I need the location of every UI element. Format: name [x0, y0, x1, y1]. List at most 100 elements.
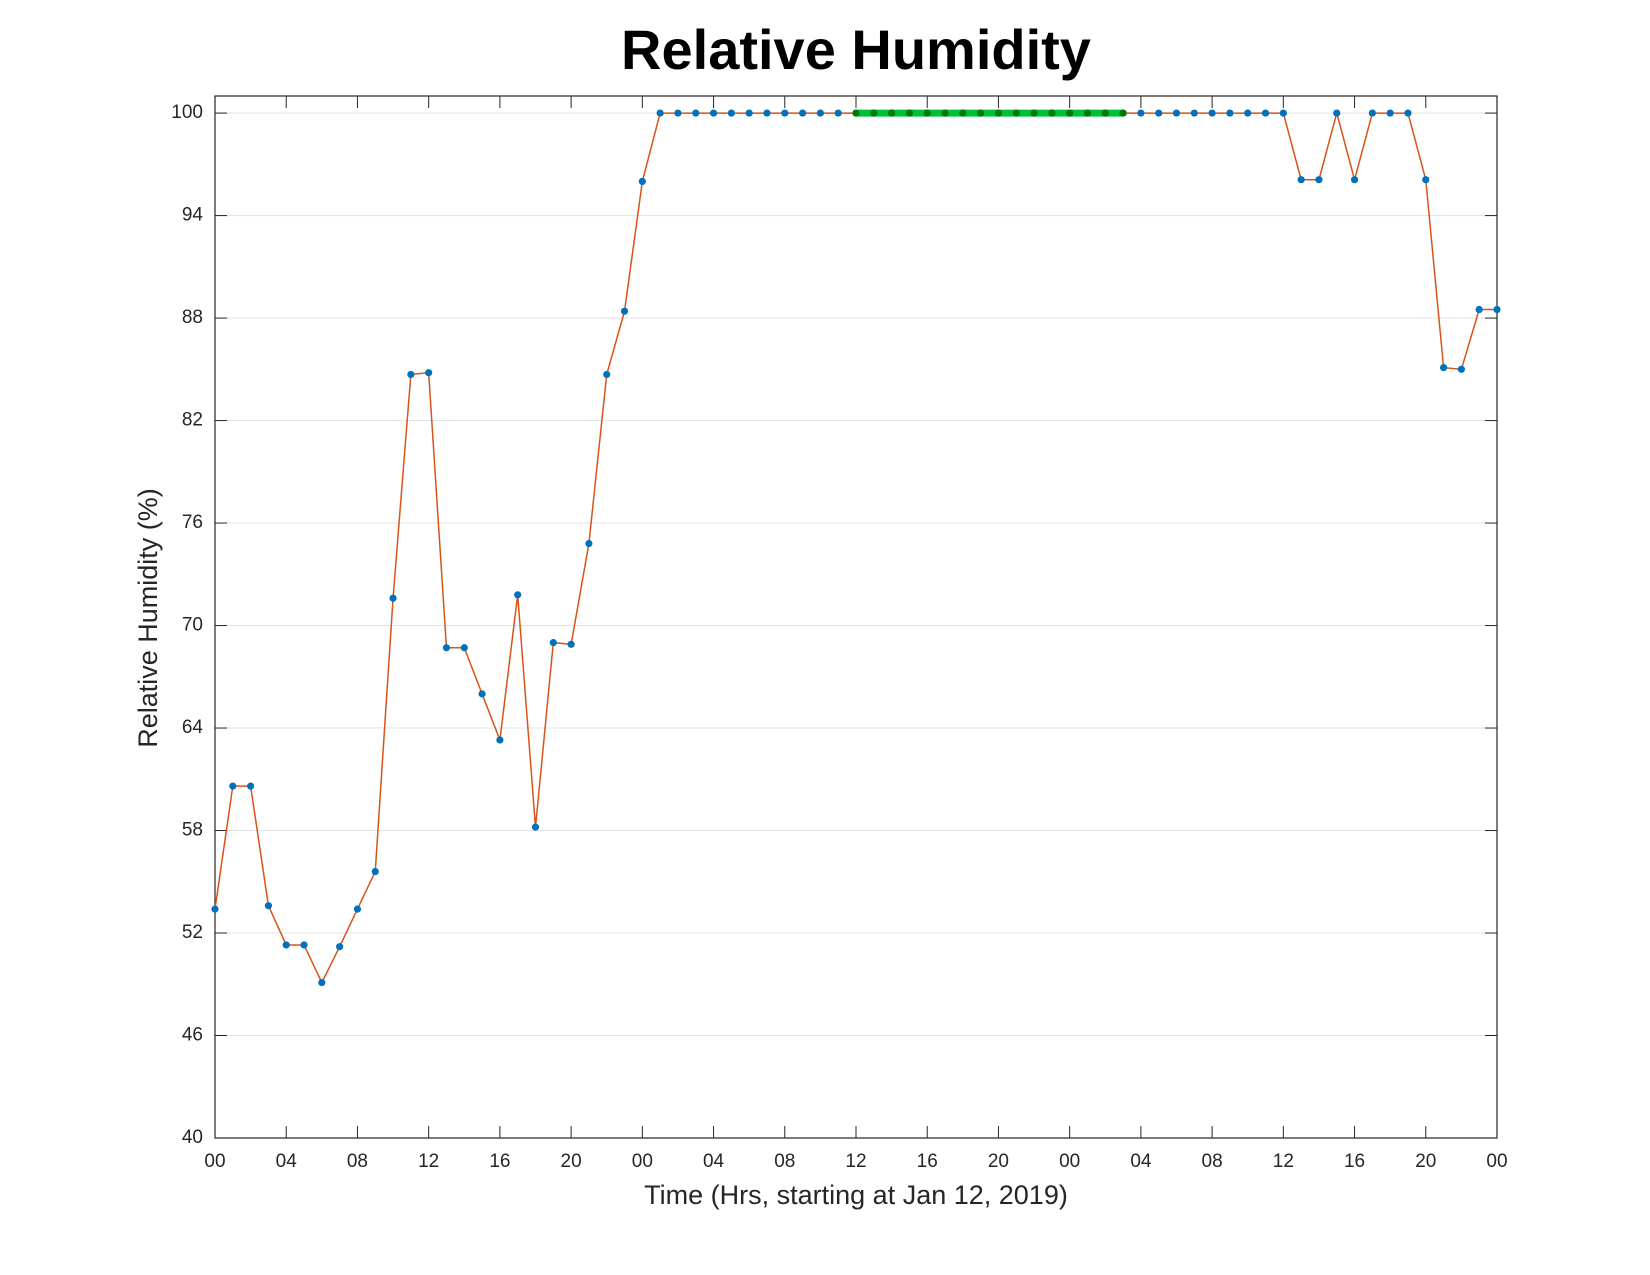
data-point: [603, 370, 611, 379]
y-tick-label: 70: [182, 615, 203, 636]
x-axis-label: Time (Hrs, starting at Jan 12, 2019): [644, 1180, 1068, 1210]
data-point: [1208, 109, 1216, 117]
data-point: [496, 736, 504, 744]
data-point: [1315, 176, 1323, 184]
x-tick-label: 00: [1059, 1151, 1080, 1172]
data-point: [798, 109, 807, 117]
data-point: [318, 978, 326, 987]
x-tick-label: 12: [418, 1151, 439, 1172]
data-point: [620, 307, 629, 315]
data-point: [763, 109, 771, 117]
data-point: [1386, 109, 1394, 117]
data-point: [674, 109, 682, 117]
data-point: [709, 109, 718, 117]
x-tick-label: 16: [1344, 1151, 1365, 1172]
data-point: [1137, 109, 1145, 117]
data-point: [514, 591, 522, 599]
y-tick-label: 52: [182, 922, 203, 943]
data-point: [1350, 176, 1359, 184]
x-tick-label: 04: [703, 1151, 725, 1172]
data-point: [1368, 109, 1376, 117]
data-point: [336, 943, 344, 951]
data-point: [977, 109, 985, 117]
data-point: [1190, 109, 1198, 117]
data-point: [1083, 109, 1092, 117]
data-point: [1012, 109, 1020, 117]
data-point: [1226, 109, 1234, 117]
x-tick-label: 08: [347, 1151, 368, 1172]
x-tick-label: 20: [988, 1151, 1009, 1172]
data-point: [923, 109, 931, 117]
x-tick-label: 16: [489, 1151, 510, 1172]
data-point: [1244, 109, 1252, 117]
data-point: [1172, 109, 1181, 117]
x-tick-label: 04: [1130, 1151, 1152, 1172]
data-point: [852, 109, 860, 117]
data-point: [1457, 365, 1465, 373]
data-point: [959, 109, 967, 117]
data-point: [1297, 176, 1305, 184]
data-point: [442, 644, 451, 652]
y-tick-label: 58: [182, 820, 203, 841]
x-tick-label: 00: [204, 1151, 225, 1172]
axes-box: [214, 95, 1498, 1139]
y-tick-label: 82: [182, 410, 203, 431]
data-point: [994, 109, 1003, 117]
data-point: [1493, 305, 1501, 314]
y-tick-label: 76: [182, 512, 203, 533]
data-point: [1101, 109, 1109, 117]
data-point: [905, 109, 914, 117]
data-point: [1422, 176, 1430, 184]
data-point: [353, 905, 362, 913]
data-point: [1155, 109, 1163, 117]
data-point: [264, 902, 273, 910]
data-point: [1048, 109, 1056, 117]
data-point: [1261, 109, 1270, 117]
data-point: [549, 639, 557, 647]
data-point: [1030, 109, 1038, 117]
data-point: [531, 823, 540, 831]
y-tick-label: 100: [171, 102, 203, 123]
data-point: [692, 109, 700, 117]
data-point: [1333, 109, 1341, 117]
data-point: [567, 640, 575, 648]
data-point: [781, 109, 789, 117]
data-point: [371, 867, 379, 876]
y-tick-label: 40: [182, 1127, 203, 1148]
data-point: [941, 109, 949, 117]
data-point: [300, 941, 308, 949]
x-tick-label: 00: [1486, 1151, 1507, 1172]
y-tick-label: 88: [182, 307, 203, 328]
data-point: [727, 109, 735, 117]
data-point: [870, 109, 878, 117]
x-tick-label: 08: [774, 1151, 795, 1172]
y-axis-label: Relative Humidity (%): [133, 488, 163, 748]
data-point: [460, 644, 468, 652]
y-tick-label: 94: [182, 205, 204, 226]
data-point: [745, 109, 753, 117]
x-tick-label: 20: [1415, 1151, 1436, 1172]
data-point: [656, 109, 664, 117]
y-tick-label: 64: [182, 717, 204, 738]
data-point: [425, 369, 433, 377]
x-tick-label: 20: [561, 1151, 582, 1172]
data-point: [1066, 109, 1074, 117]
data-point: [834, 109, 842, 117]
data-point: [888, 109, 896, 117]
data-point: [1439, 364, 1448, 372]
data-point: [282, 941, 290, 949]
x-tick-label: 00: [632, 1151, 653, 1172]
chart-title: Relative Humidity: [621, 18, 1091, 81]
data-point: [1475, 305, 1483, 314]
data-point: [816, 109, 824, 117]
data-point: [211, 905, 219, 913]
x-tick-label: 12: [845, 1151, 866, 1172]
data-point: [1119, 109, 1127, 117]
x-tick-label: 04: [276, 1151, 298, 1172]
x-tick-label: 12: [1273, 1151, 1294, 1172]
y-tick-label: 46: [182, 1025, 203, 1046]
data-point: [1404, 109, 1412, 117]
